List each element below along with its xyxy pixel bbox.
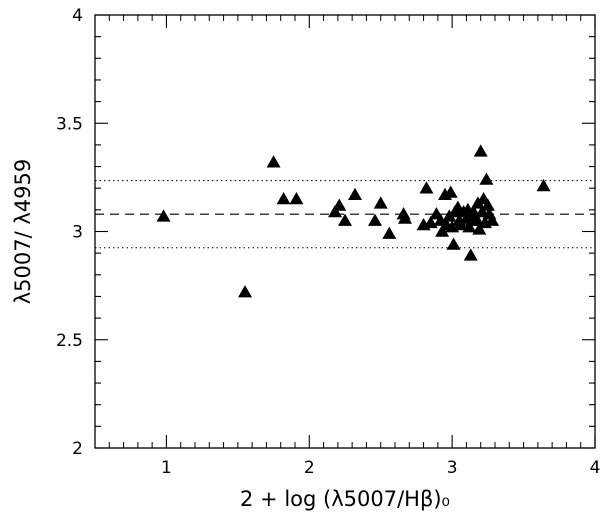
data-point [472,222,487,235]
y-axis-title: λ5007/ λ4959 [11,159,35,305]
data-point [443,185,458,198]
x-tick-label: 2 [304,458,315,478]
data-point [469,213,484,226]
x-tick-label: 3 [447,458,458,478]
data-point [479,172,494,185]
data-points [156,144,551,298]
data-point [419,181,434,194]
y-tick-label: 2 [72,439,83,459]
data-point [266,155,281,168]
data-point [368,213,382,226]
y-tick-label: 3 [72,223,83,243]
y-tick-labels: 2 2.5 3 3.5 4 [56,6,83,459]
y-tick-label: 3.5 [56,114,83,134]
x-tick-label: 4 [590,458,600,478]
data-point [332,198,347,211]
data-point [463,248,478,261]
data-point [536,179,551,192]
y-tick-label: 2.5 [56,331,83,351]
plot-frame [94,14,596,449]
data-point [373,196,388,209]
data-point [398,211,412,224]
data-point [446,237,461,250]
data-point [462,220,477,233]
data-point [238,285,252,298]
data-point [473,144,488,157]
data-point [348,187,362,200]
data-point [485,213,500,226]
data-point [382,226,397,239]
data-point [289,192,304,205]
data-point [453,218,468,231]
data-point [480,198,495,211]
reference-lines [95,180,595,249]
data-point [423,215,438,229]
x-tick-labels: 1 2 3 4 [161,458,600,478]
axis-ticks [95,14,596,449]
data-point [338,213,352,226]
data-point [328,205,342,218]
y-tick-label: 4 [72,6,83,26]
x-axis-title: 2 + log (λ5007/Hβ)₀ [240,487,450,511]
x-tick-label: 1 [161,458,172,478]
data-point [156,209,171,222]
data-point [276,192,291,205]
data-point [435,224,450,237]
